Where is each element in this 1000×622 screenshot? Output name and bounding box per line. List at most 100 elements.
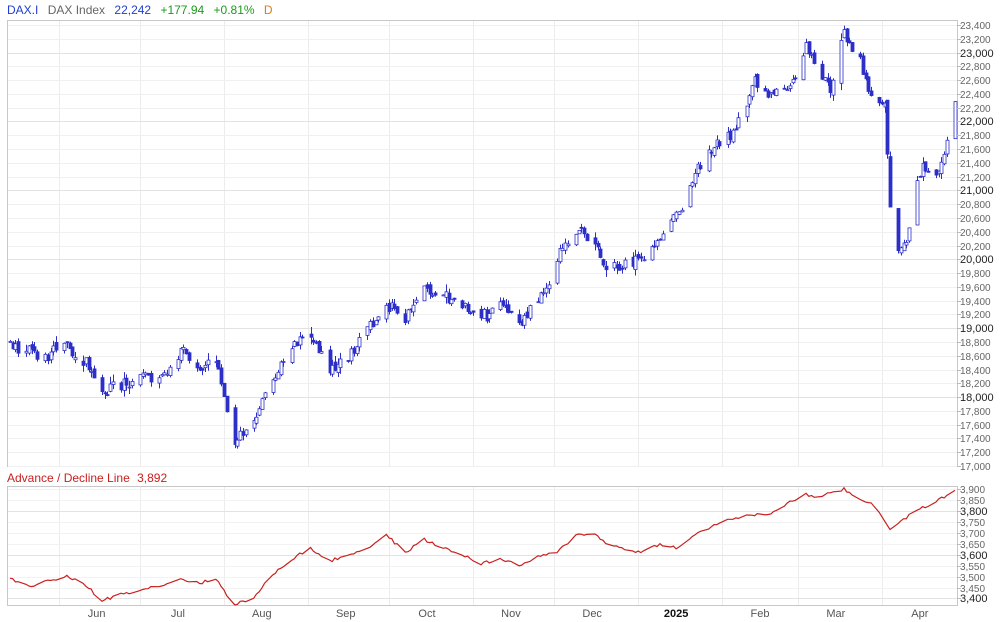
period-code: D [264,3,273,17]
candle-body [926,170,931,173]
candle-body [498,301,503,310]
candle-body [953,101,958,140]
candle [661,230,666,241]
price-y-tick-label: 20,800 [960,200,991,211]
candle [395,306,400,315]
candle-body [200,368,205,371]
candle [295,341,300,347]
candle [338,352,343,374]
candle-body [709,151,714,154]
candle [311,337,316,345]
ad-y-tick-label: 3,800 [960,506,988,518]
candle-body [785,89,790,92]
candle-body [452,297,457,300]
candle-body [203,364,208,369]
price-y-tick-label: 17,200 [960,448,991,459]
candle-body [479,308,484,319]
candle [717,139,722,150]
candle [271,378,276,396]
candle [831,78,836,101]
candle [544,282,549,298]
candle-body [923,161,928,172]
candle-body [352,347,357,354]
candle [907,227,912,243]
candle-body [579,226,584,229]
candle [820,60,825,80]
candle [254,412,259,425]
candle [206,353,211,371]
candle [149,370,154,387]
candle [582,226,587,238]
candle-body [219,367,224,385]
candle-body [168,366,173,376]
candle [522,313,527,329]
candle [636,251,641,261]
candle-body [309,333,314,338]
candle-body [24,350,29,354]
ad-y-tick-label: 3,700 [960,529,985,540]
candle [639,252,644,262]
candle-body [652,245,657,248]
price-y-tick-label: 22,400 [960,90,991,101]
candle [105,391,110,397]
candle-body [430,294,435,297]
candle-body [560,247,565,252]
x-tick-label: Sep [336,608,356,620]
candle [452,297,457,302]
candle-body [671,214,676,222]
candle-body [782,87,787,90]
ad-y-tick-label: 3,650 [960,540,985,551]
x-tick-label: Jun [88,608,106,620]
candle [490,307,495,314]
candle [281,358,286,367]
candle [471,310,476,316]
candle [866,76,871,94]
candle [73,351,78,364]
candle-body [487,313,492,320]
candle-body [661,233,666,241]
breadth-panel [7,486,958,606]
candle-body [62,342,67,352]
candle [547,280,552,294]
candle-body [939,161,944,174]
candle-body [904,242,909,246]
candle-body [866,76,871,92]
indicator-value: 3,892 [137,471,167,485]
candle [65,341,70,349]
candle [712,146,717,158]
candle [707,145,712,173]
candle [181,344,186,354]
candle-body [509,310,514,313]
candle-body [460,300,465,309]
candle-body [387,302,392,312]
candle-body [539,292,544,304]
candle-body [899,247,904,254]
ad-y-tick-label: 3,450 [960,584,985,595]
candle-body [27,345,32,354]
candle-body [411,304,416,313]
candle-body [655,240,660,247]
candle [49,347,54,364]
ad-y-tick-label: 3,900 [960,485,985,496]
candle-body [717,141,722,147]
candle [896,208,901,254]
indicator-header: Advance / Decline Line 3,892 [7,471,167,485]
price-y-tick-label: 23,400 [960,21,991,32]
candle [179,347,184,364]
ad-y-tick-label: 3,400 [960,593,988,605]
candle [219,364,224,387]
candle [864,69,869,81]
candle-body [179,347,184,361]
candle-body [850,42,855,52]
candle [745,105,750,123]
candle-body [376,316,381,321]
candle [365,326,370,340]
candle-body [763,88,768,92]
candle-body [604,265,609,271]
candle-body [639,256,644,259]
candle-body [669,219,674,232]
x-tick-label: Oct [418,608,435,620]
candle [517,309,522,325]
candle-body [8,340,13,343]
candle-body [273,377,278,381]
